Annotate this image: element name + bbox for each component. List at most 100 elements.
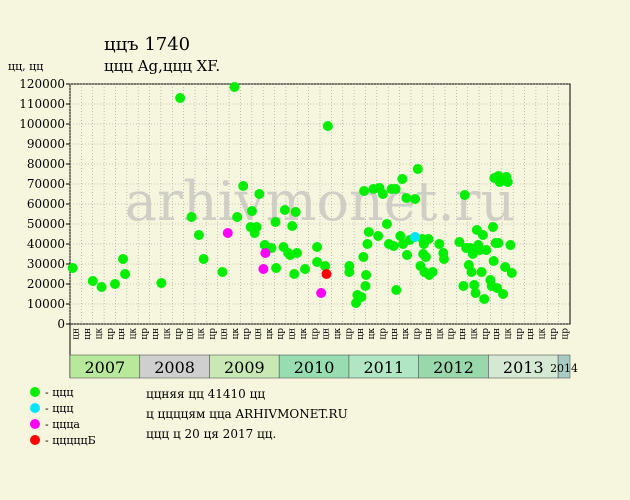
y-tick-label: 40000: [27, 237, 65, 251]
data-point: [360, 281, 371, 291]
x-tick-label: цк: [265, 328, 275, 340]
x-tick-label: цр: [549, 328, 559, 340]
data-point: [391, 285, 402, 295]
data-point: [289, 269, 300, 279]
data-point: [322, 121, 333, 131]
data-point: [402, 250, 413, 260]
x-tick-label: цн: [390, 328, 400, 340]
x-tick-label: цр: [379, 328, 389, 340]
x-tick-label: цн: [424, 328, 434, 340]
data-point: [193, 230, 204, 240]
year-band: [557, 354, 571, 379]
x-tick-label: цк: [469, 328, 479, 340]
data-point: [488, 256, 499, 266]
data-point: [434, 239, 445, 249]
data-point: [96, 282, 107, 292]
x-tick-label: цр: [174, 328, 184, 340]
data-point: [381, 219, 392, 229]
data-point: [493, 238, 504, 248]
data-point: [87, 276, 98, 286]
data-point: [290, 207, 301, 217]
x-tick-label: цн: [219, 328, 229, 340]
data-point: [397, 174, 408, 184]
y-tick-label: 100000: [19, 117, 65, 131]
data-point: [356, 292, 367, 302]
year-label: 2009: [224, 358, 265, 377]
x-tick-label: цр: [242, 328, 252, 340]
legend: - ццц - ццц - ццца - цццццБ: [30, 384, 96, 448]
data-point: [377, 189, 388, 199]
chart-title: ццъ 1740: [104, 34, 191, 55]
legend-label: - цццццБ: [45, 433, 96, 447]
data-point: [156, 278, 167, 288]
year-label: 2007: [85, 358, 126, 377]
y-tick-label: 90000: [27, 137, 65, 151]
info-block: ццняя цц 41410 цц ц ццццям цца ARHIVMONE…: [146, 384, 348, 444]
y-tick-label: 120000: [19, 77, 65, 91]
x-tick-label: цр: [447, 328, 457, 340]
data-point: [498, 289, 509, 299]
x-tick-label: цр: [106, 328, 116, 340]
legend-label: - ццца: [45, 417, 80, 431]
data-point: [427, 267, 438, 277]
data-point: [388, 241, 399, 251]
x-tick-label: цн: [322, 328, 332, 340]
data-point: [175, 93, 186, 103]
data-point: [232, 212, 243, 222]
watermark: arhivmonet.ru: [125, 170, 515, 233]
x-tick-label: цк: [163, 328, 173, 340]
data-point: [454, 237, 465, 247]
data-point: [500, 262, 511, 272]
x-tick-label: цн: [185, 328, 195, 340]
data-point: [291, 248, 302, 258]
data-point: [505, 240, 516, 250]
data-point: [373, 231, 384, 241]
data-point: [251, 222, 262, 232]
data-point: [270, 217, 281, 227]
x-tick-label: цк: [231, 328, 241, 340]
x-tick-label: цр: [413, 328, 423, 340]
x-tick-label: цк: [333, 328, 343, 340]
data-point: [120, 269, 131, 279]
data-point: [363, 227, 374, 237]
data-point: [344, 267, 355, 277]
year-label: 2010: [294, 358, 335, 377]
x-tick-label: цн: [526, 328, 536, 340]
data-point: [287, 221, 298, 231]
legend-item: - ццц: [30, 400, 96, 416]
x-tick-label: цк: [197, 328, 207, 340]
y-tick-label: 70000: [27, 177, 65, 191]
source-text: ц ццццям цца ARHIVMONET.RU: [146, 407, 348, 421]
data-point: [506, 268, 517, 278]
data-point: [198, 254, 209, 264]
data-point: [502, 177, 513, 187]
data-point: [67, 263, 78, 273]
x-tick-label: цн: [356, 328, 366, 340]
data-point: [390, 184, 401, 194]
x-tick-label: цк: [367, 328, 377, 340]
data-point: [271, 263, 282, 273]
data-point: [412, 164, 423, 174]
legend-label: - ццц: [45, 401, 74, 415]
data-point: [109, 279, 120, 289]
y-axis-unit-label: цц, цц: [8, 60, 44, 73]
average-price-text: ццняя цц 41410 цц: [146, 387, 266, 401]
date-text: ццц ц 20 ця 2017 цц.: [146, 427, 277, 441]
x-tick-label: цр: [208, 328, 218, 340]
x-tick-label: цк: [504, 328, 514, 340]
data-point: [458, 281, 469, 291]
x-tick-label: цр: [344, 328, 354, 340]
y-tick-label: 0: [57, 317, 65, 331]
data-point: [488, 222, 498, 232]
year-label: 2013: [503, 358, 544, 377]
data-point: [186, 212, 197, 222]
x-tick-label: цн: [151, 328, 161, 340]
data-point: [300, 264, 310, 274]
y-tick-label: 80000: [27, 157, 65, 171]
y-tick-label: 20000: [27, 277, 65, 291]
data-point: [361, 270, 372, 280]
data-point: [312, 257, 323, 267]
data-point: [410, 194, 421, 204]
year-label: 2014: [550, 362, 578, 375]
legend-label: - ццц: [45, 385, 74, 399]
